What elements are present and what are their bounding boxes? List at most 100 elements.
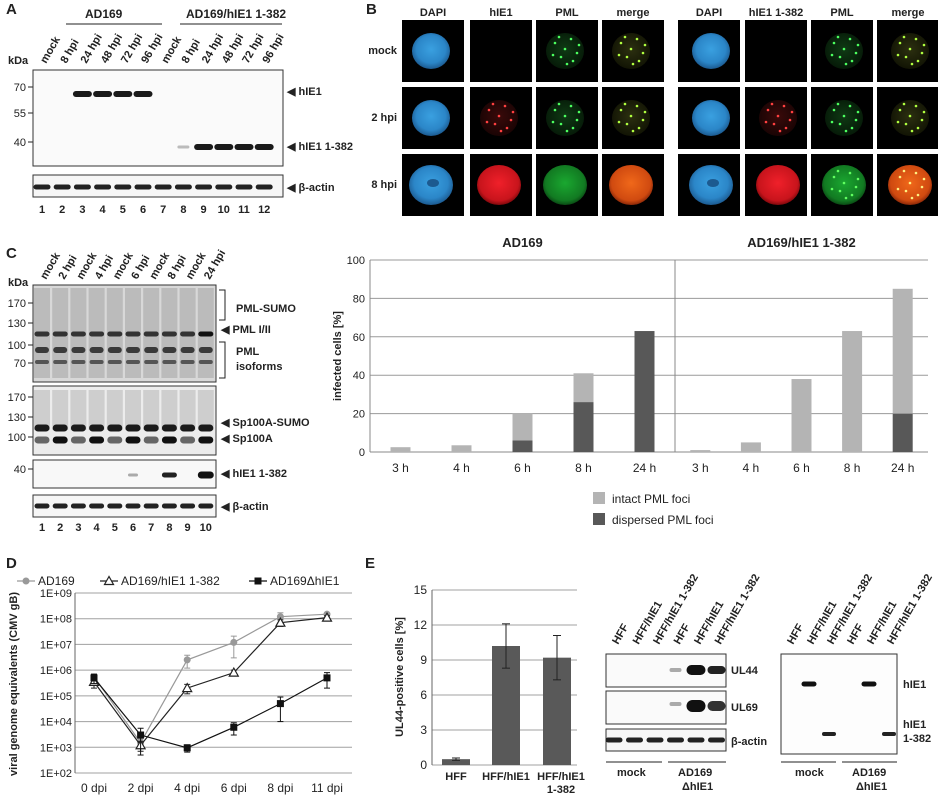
kda-label-c: kDa: [8, 277, 29, 289]
nuclear-dot: [856, 43, 860, 47]
band-pml-isoform: [162, 360, 177, 364]
y-tick-label: 1E+09: [40, 588, 72, 600]
nuclear-dot: [916, 126, 920, 130]
micrograph: [877, 87, 938, 149]
label-hie1-382-e-a: hIE1: [903, 719, 926, 731]
group-dhie1-e2: ΔhIE1: [856, 781, 887, 793]
band-hie1-382: [234, 144, 254, 150]
smear: [179, 390, 196, 430]
nuclear-dot: [902, 35, 906, 39]
band-pml-isoform: [126, 360, 140, 364]
band-sp100a: [161, 436, 177, 444]
nuclear-dot: [575, 51, 579, 55]
band-ul69: [669, 702, 682, 706]
band-actin: [180, 503, 196, 509]
column-header: hIE1: [489, 7, 512, 19]
blot-e-ul44: [605, 653, 727, 688]
nuclear-dot: [854, 185, 858, 189]
smear: [70, 390, 87, 430]
band-pml-isoform: [35, 347, 49, 353]
band-sp100a-sumo: [161, 424, 177, 432]
x-tick-label: 6 dpi: [221, 781, 247, 795]
data-point: [181, 682, 193, 693]
nuclear-dot: [854, 118, 858, 122]
band-hie1: [93, 91, 113, 97]
mw-value: 70: [14, 358, 26, 370]
label-isoforms: isoforms: [236, 361, 282, 373]
band-pml-i-ii: [52, 331, 68, 337]
column-header: merge: [616, 7, 649, 19]
data-point: [228, 666, 240, 677]
y-tick-label: 1E+05: [40, 691, 72, 703]
bar-segment: [791, 379, 812, 452]
x-tick-label: 8 h: [575, 461, 592, 475]
y-tick-label: 0: [420, 758, 427, 772]
band-pml-isoform: [198, 360, 213, 364]
micrograph: [745, 154, 807, 216]
x-tick-label: 8 dpi: [267, 781, 293, 795]
group-label-ad169: AD169: [85, 7, 123, 21]
bracket-pml-sumo: [219, 289, 226, 321]
nuclear-dot: [838, 122, 842, 126]
lane-number: 10: [200, 522, 212, 534]
smear: [143, 390, 160, 430]
y-tick-label: 1E+06: [40, 665, 72, 677]
row-label: 8 hpi: [371, 179, 397, 191]
label-ul69: UL69: [731, 702, 758, 714]
nuclear-dot: [904, 122, 908, 126]
band-actin: [94, 184, 112, 190]
x-tick-label: 3 h: [692, 461, 709, 475]
nuclear-dot: [898, 175, 902, 179]
mw-value: 170: [8, 298, 26, 310]
legend-label: intact PML foci: [612, 492, 690, 506]
nuclear-dot: [902, 102, 906, 106]
lane-label: HFF: [785, 622, 806, 647]
bar-segment: [892, 413, 913, 452]
band-sp100a-sumo: [180, 424, 196, 432]
bar-segment: [892, 288, 913, 414]
mw-value: 130: [8, 318, 26, 330]
arrow-label-hie1-a: ◀ hIE1: [286, 86, 322, 98]
smear: [125, 390, 141, 430]
label-actin-e: β-actin: [731, 736, 767, 748]
lane-number: 2: [59, 204, 65, 216]
nucleus: [825, 33, 863, 69]
band-pml-isoform: [89, 347, 104, 353]
nucleus: [412, 33, 450, 69]
band-actin: [52, 503, 68, 509]
label-pml: PML: [236, 346, 260, 358]
bar-segment: [740, 442, 761, 452]
band-hie1-382: [161, 472, 177, 478]
data-point: [276, 700, 284, 708]
band-sp100a-sumo: [34, 424, 50, 432]
band-actin: [161, 503, 177, 509]
blot-e-hie1: [780, 653, 898, 755]
group-mock-e2: mock: [795, 767, 825, 779]
band-sp100a: [198, 436, 214, 444]
series: [90, 672, 331, 756]
band-hie1-382-faint: [128, 473, 138, 477]
mw-value: 40: [14, 464, 26, 476]
group-mock-e1: mock: [617, 767, 647, 779]
nuclear-dot: [511, 110, 515, 114]
micrograph: [470, 154, 532, 216]
nuclear-dot: [625, 122, 629, 126]
y-tick-label: 40: [353, 370, 365, 382]
band-hie1: [113, 91, 133, 97]
nuclear-dot: [635, 37, 639, 41]
band-pml-isoform: [35, 360, 49, 364]
x-tick-label: 11 dpi: [311, 781, 343, 795]
data-point: [22, 577, 30, 585]
smear: [161, 390, 178, 430]
band-actin: [626, 737, 643, 743]
nuclear-dot: [569, 104, 573, 108]
column-header: PML: [830, 7, 854, 19]
band-pml-isoform: [180, 360, 195, 364]
nuclear-dot: [557, 102, 561, 106]
band-sp100a: [34, 436, 50, 444]
nuclear-dot: [850, 59, 854, 63]
data-point: [321, 611, 333, 622]
y-tick-label: 1E+04: [40, 717, 72, 729]
